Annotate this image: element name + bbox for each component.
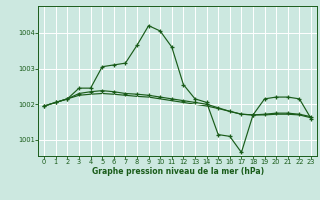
X-axis label: Graphe pression niveau de la mer (hPa): Graphe pression niveau de la mer (hPa) — [92, 167, 264, 176]
